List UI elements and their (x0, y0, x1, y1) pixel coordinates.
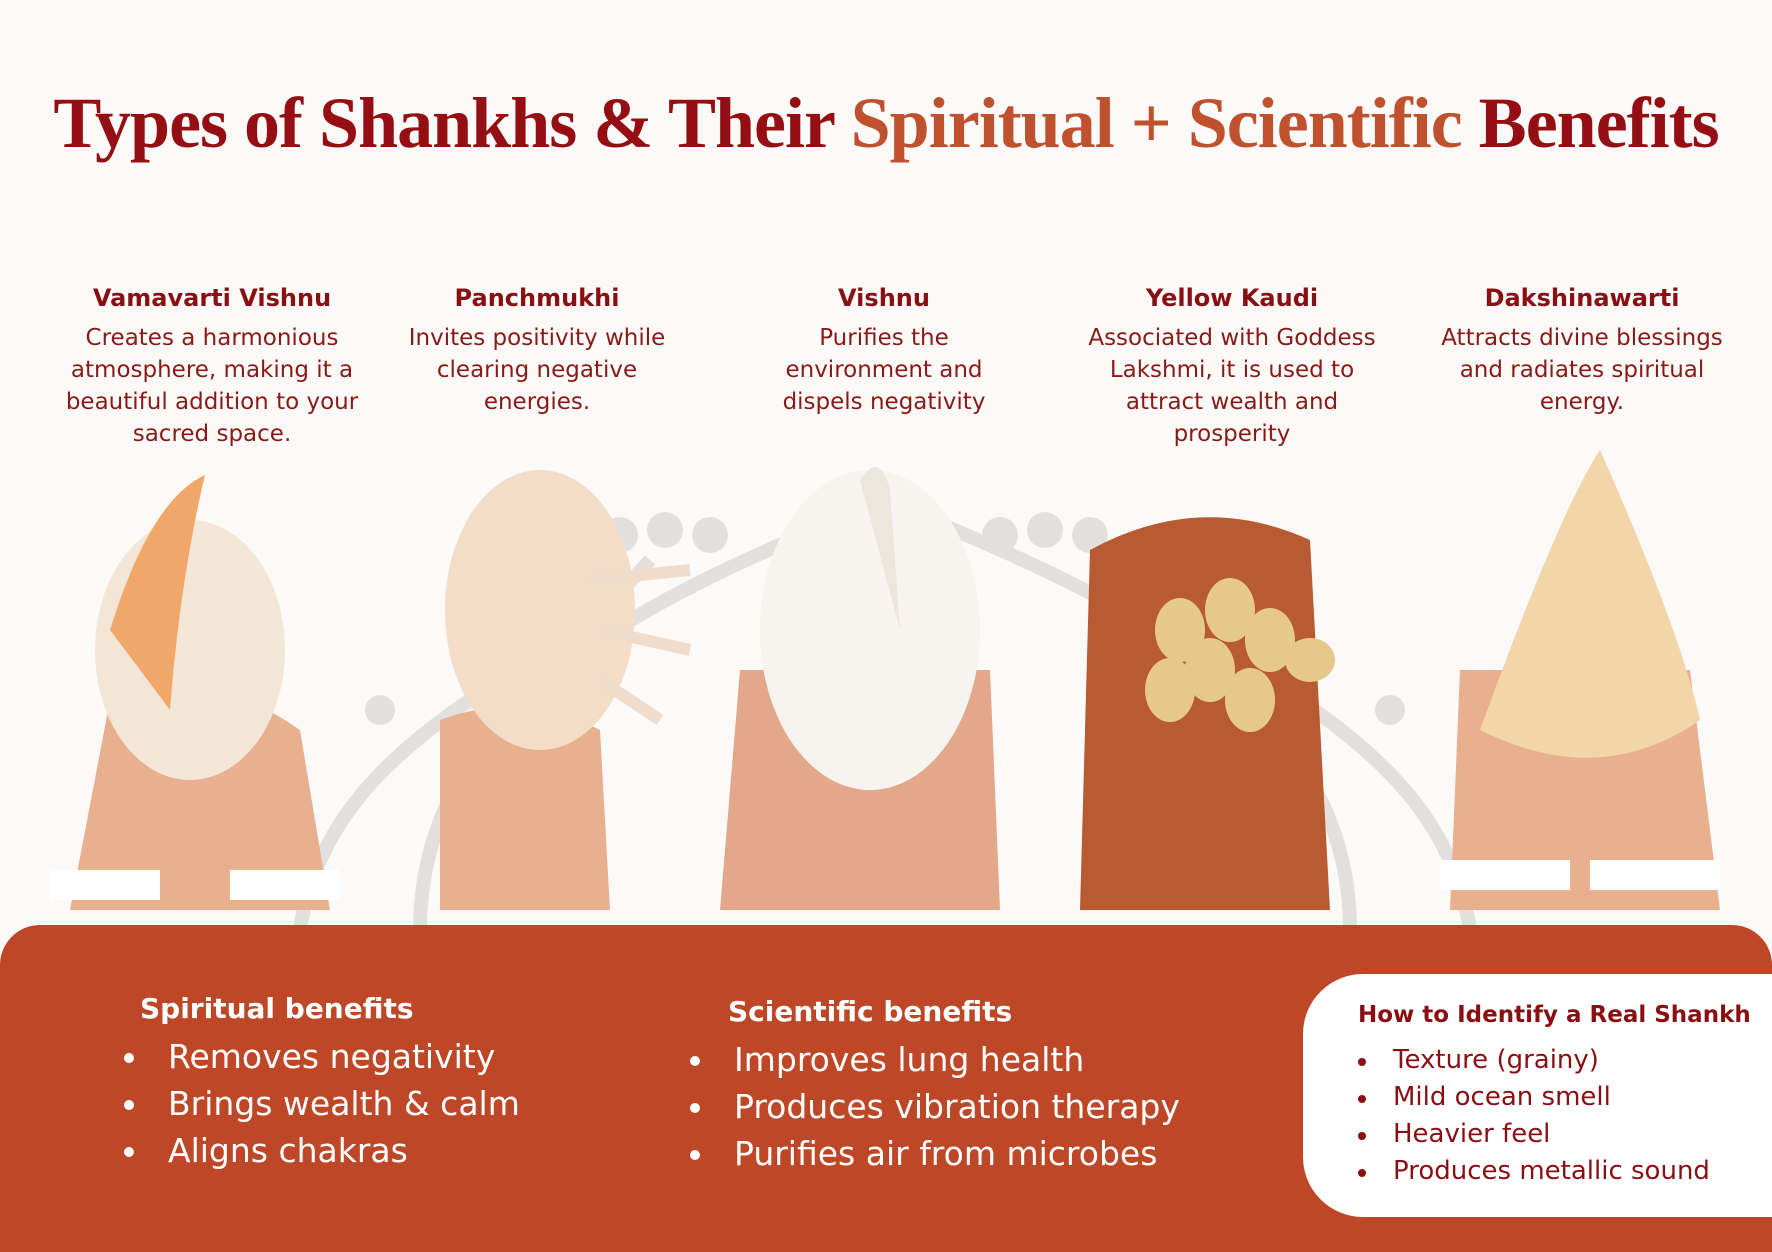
shankh-card-yellow-kaudi: Yellow Kaudi Associated with Goddess Laks… (1072, 284, 1392, 450)
list-item: Purifies air from microbes (690, 1130, 1180, 1177)
shankh-card-panchmukhi: Panchmukhi Invites positivity while clear… (377, 284, 697, 418)
shankh-card-vishnu: Vishnu Purifies the environment and dispe… (724, 284, 1044, 418)
list-item: Removes negativity (124, 1033, 520, 1080)
identify-box: How to Identify a Real Shankh Texture (g… (1303, 974, 1772, 1217)
section-heading: Scientific benefits (728, 995, 1013, 1028)
shankh-3 (720, 467, 1000, 910)
shankh-description: Creates a harmonious atmosphere, making … (65, 325, 359, 447)
scientific-benefits: Scientific benefits Improves lung health… (690, 995, 1180, 1177)
shankh-description: Attracts divine blessings and radiates s… (1441, 325, 1723, 415)
shankh-description: Purifies the environment and dispels neg… (782, 325, 986, 415)
list-item: Brings wealth & calm (124, 1080, 520, 1127)
list-item: Mild ocean smell (1358, 1079, 1772, 1116)
shankh-5 (1440, 450, 1720, 910)
list-item: Aligns chakras (124, 1127, 520, 1174)
title-part3: Benefits (1461, 83, 1720, 163)
shankh-4 (1080, 517, 1335, 910)
list-item: Produces vibration therapy (690, 1083, 1180, 1130)
spiritual-benefits: Spiritual benefits Removes negativity Bri… (124, 992, 520, 1174)
list-item: Produces metallic sound (1358, 1153, 1772, 1190)
list-item: Texture (grainy) (1358, 1042, 1772, 1079)
shankh-name: Vamavarti Vishnu (92, 284, 332, 312)
title-part1: Types of Shankhs & Their (53, 83, 851, 163)
section-heading: How to Identify a Real Shankh (1358, 1002, 1751, 1028)
shankh-card-dakshinawarti: Dakshinawarti Attracts divine blessings a… (1422, 284, 1742, 418)
list-item: Improves lung health (690, 1036, 1180, 1083)
section-heading: Spiritual benefits (140, 992, 414, 1025)
shankh-name: Vishnu (838, 284, 930, 312)
title-accent: Spiritual + Scientific (850, 83, 1463, 163)
shankh-2 (440, 470, 692, 910)
shankh-1 (50, 475, 340, 910)
page-title: Types of Shankhs & Their Spiritual + Sci… (0, 82, 1772, 165)
shankh-images (50, 450, 1720, 930)
shankh-name: Dakshinawarti (1484, 284, 1680, 312)
shankh-description: Invites positivity while clearing negati… (408, 325, 666, 415)
shankh-name: Panchmukhi (454, 284, 620, 312)
list-item: Heavier feel (1358, 1116, 1772, 1153)
shankh-description: Associated with Goddess Lakshmi, it is u… (1088, 325, 1376, 447)
shankh-card-vamavarti: Vamavarti Vishnu Creates a harmonious atm… (52, 284, 372, 450)
shankh-name: Yellow Kaudi (1145, 284, 1319, 312)
